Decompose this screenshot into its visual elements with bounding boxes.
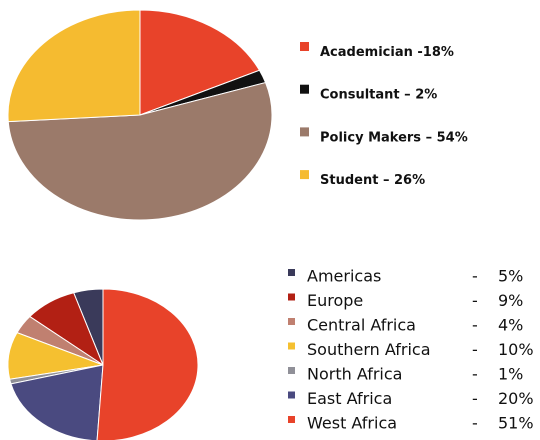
legend-name: West Africa [307, 414, 397, 433]
legend-label: Policy Makers – 54% [320, 130, 468, 145]
legend-swatch [300, 170, 309, 180]
legend-value: – 54% [426, 130, 468, 145]
legend-value: 5% [498, 267, 523, 286]
legend-swatch [300, 42, 309, 51]
legend-name: Student [320, 173, 378, 188]
legend-separator: - [472, 267, 478, 286]
pie-slice [7, 9, 141, 123]
legend-name: Americas [307, 267, 381, 286]
legend-swatch [288, 391, 295, 399]
legend-label: Academician -18% [320, 45, 454, 60]
legend-label: Consultant – 2% [320, 87, 437, 102]
legend-name: Policy Makers [320, 130, 421, 145]
legend-name: Southern Africa [307, 340, 431, 359]
legend-value: 4% [498, 316, 523, 335]
legend-swatch [288, 318, 295, 325]
legend-separator: - [472, 316, 478, 335]
legend-value: 20% [498, 389, 534, 408]
legend-value: 51% [498, 414, 534, 433]
pie-slice [96, 288, 199, 440]
legend-name: Europe [307, 291, 363, 310]
legend-name: East Africa [307, 389, 392, 408]
legend-swatch [300, 84, 309, 94]
legend-name: Academician [320, 45, 413, 60]
legend-value: -18% [417, 45, 454, 60]
legend-value: – 26% [383, 173, 425, 188]
pie-slice [7, 81, 273, 221]
legend-swatch [288, 293, 295, 301]
legend-value: 9% [498, 291, 523, 310]
legend-swatch [288, 416, 295, 423]
legend-value: – 2% [404, 87, 437, 102]
legend-name: North Africa [307, 365, 402, 384]
legend-value: 1% [498, 365, 523, 384]
legend-swatch [288, 342, 295, 350]
legend-swatch [300, 127, 309, 137]
legend-value: 10% [498, 340, 534, 359]
legend-separator: - [472, 291, 478, 310]
legend-label: Student – 26% [320, 173, 425, 188]
legend-separator: - [472, 389, 478, 408]
legend-separator: - [472, 340, 478, 359]
legend-separator: - [472, 414, 478, 433]
legend-name: Central Africa [307, 316, 416, 335]
legend-swatch [288, 269, 295, 276]
legend-swatch [288, 367, 295, 374]
legend-name: Consultant [320, 87, 400, 102]
pie-slice [139, 9, 261, 116]
legend-separator: - [472, 365, 478, 384]
